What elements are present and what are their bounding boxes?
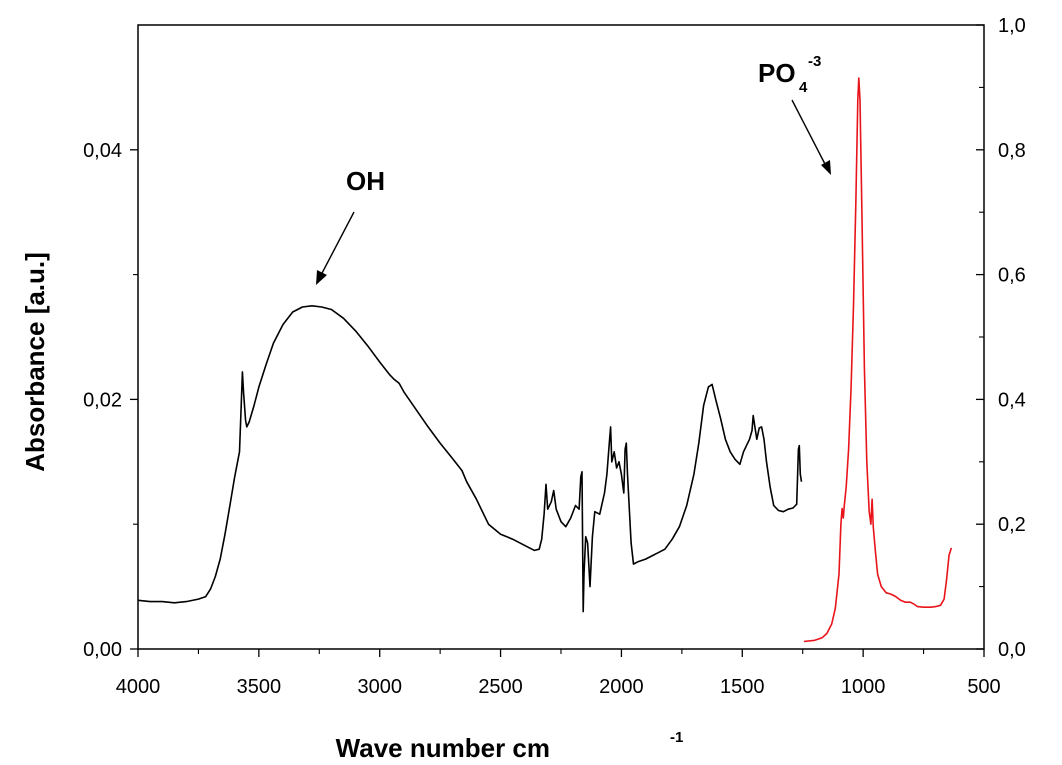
x-tick-label: 1500 — [720, 676, 765, 698]
po4-arrow-head — [821, 160, 831, 175]
series-line — [137, 305, 803, 613]
x-axis-title-superscript: -1 — [670, 729, 683, 746]
y2-tick-label: 0,4 — [998, 389, 1026, 411]
x-tick-label: 3000 — [357, 676, 402, 698]
y2-tick-label: 1,0 — [998, 15, 1026, 37]
y2-tick-label: 0,8 — [998, 140, 1026, 162]
y-axis-title: Absorbance [a.u.] — [20, 252, 50, 472]
x-tick-label: 1000 — [841, 676, 886, 698]
oh-label: OH — [346, 166, 385, 196]
y-tick-label: 0,00 — [83, 639, 122, 661]
x-tick-label: 2500 — [478, 676, 523, 698]
series-absorbance-right — [803, 77, 953, 643]
x-tick-label: 3500 — [237, 676, 282, 698]
y2-tick-label: 0,6 — [998, 265, 1026, 287]
po4-label: PO — [758, 58, 796, 88]
po4-annotation: PO 4 -3 — [758, 53, 831, 175]
series-layer — [137, 77, 953, 643]
po4-label-superscript: -3 — [808, 53, 821, 70]
x-tick-label: 2000 — [599, 676, 644, 698]
x-axis-ticks: 4000 3500 3000 2500 2000 1500 1000 500 — [116, 649, 1001, 698]
y-tick-label: 0,04 — [83, 140, 122, 162]
y-axis-right-ticks: 0,0 0,2 0,4 0,6 0,8 1,0 — [976, 15, 1026, 661]
oh-arrow-shaft — [319, 211, 355, 278]
y2-tick-label: 0,0 — [998, 639, 1026, 661]
po4-arrow-shaft — [791, 99, 827, 167]
series-line — [803, 77, 953, 643]
series-absorbance-left — [137, 305, 803, 613]
oh-arrow-head — [316, 270, 327, 285]
y-tick-label: 0,02 — [83, 389, 122, 411]
oh-annotation: OH — [316, 166, 385, 285]
y2-tick-label: 0,2 — [998, 514, 1026, 536]
x-tick-label: 4000 — [116, 676, 161, 698]
x-axis-title: Wave number cm — [336, 733, 550, 763]
x-tick-label: 500 — [967, 676, 1000, 698]
y-axis-left-ticks: 0,00 0,02 0,04 — [83, 140, 138, 661]
po4-label-subscript: 4 — [799, 79, 808, 96]
